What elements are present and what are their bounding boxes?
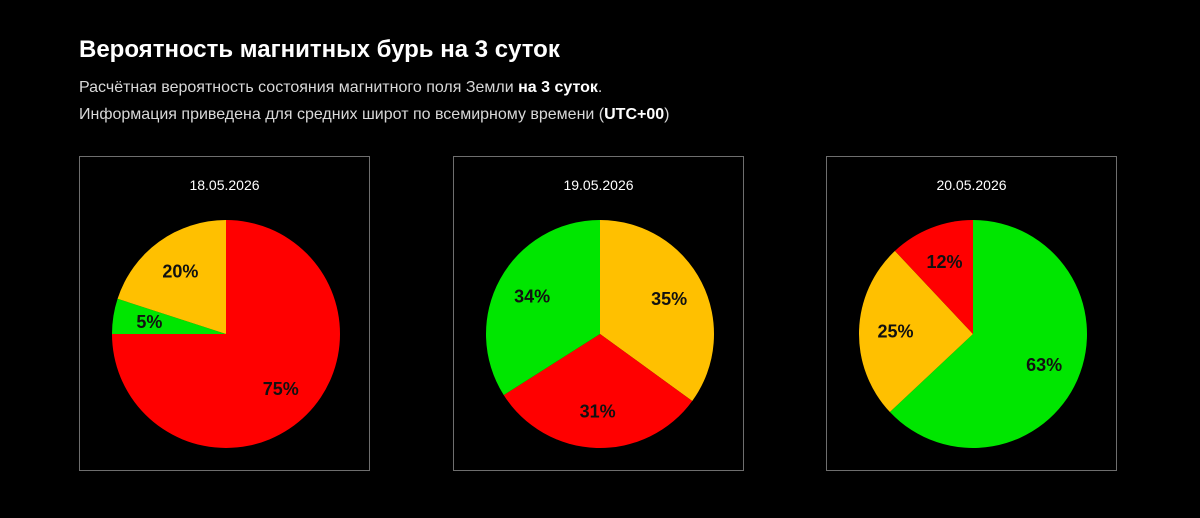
pie-slice-label: 20%	[162, 261, 198, 281]
description-line-2: Информация приведена для средних широт п…	[79, 106, 669, 124]
pie-slice-label: 34%	[514, 287, 550, 307]
description-line-1-end: .	[597, 79, 603, 96]
pie-slice-label: 35%	[651, 289, 687, 309]
description-line-2-bold: UTC+00	[604, 106, 665, 123]
pie-slice-label: 5%	[136, 312, 162, 332]
description-line-1-text: Расчётная вероятность состояния магнитно…	[79, 79, 519, 96]
description-line-1: Расчётная вероятность состояния магнитно…	[79, 79, 602, 97]
pie-slice	[117, 220, 226, 334]
description-line-2-text: Информация приведена для средних широт п…	[79, 106, 605, 123]
pie-slice	[486, 220, 600, 396]
card-date: 20.05.2026	[936, 177, 1007, 193]
forecast-card-day-3: 20.05.2026 63% 25% 12%	[826, 156, 1117, 471]
pie-slice-label: 31%	[580, 402, 616, 422]
forecast-card-day-1: 18.05.2026 75% 5% 20%	[79, 156, 370, 471]
pie-chart-day-1: 75% 5% 20%	[112, 220, 340, 448]
description-line-2-end: )	[664, 106, 670, 123]
card-date: 18.05.2026	[189, 177, 260, 193]
description-line-1-bold: на 3 суток	[518, 79, 598, 96]
pie-slice	[859, 250, 973, 413]
pie-slice-label: 75%	[263, 379, 299, 399]
page-title: Вероятность магнитных бурь на 3 суток	[79, 36, 560, 63]
pie-chart-day-3: 63% 25% 12%	[859, 220, 1088, 448]
pie-slice-label: 25%	[877, 322, 913, 342]
pie-slice	[503, 334, 693, 448]
pie-chart-day-2: 35% 31% 34%	[486, 220, 715, 448]
pie-slice-label: 12%	[926, 252, 962, 272]
pie-slice	[112, 298, 226, 334]
pie-slice-label: 63%	[1026, 355, 1062, 375]
card-date: 19.05.2026	[563, 177, 634, 193]
pie-slice	[894, 220, 973, 334]
pie-slice	[600, 220, 715, 402]
pie-slice	[889, 220, 1088, 448]
forecast-card-day-2: 19.05.2026 35% 31% 34%	[453, 156, 744, 471]
